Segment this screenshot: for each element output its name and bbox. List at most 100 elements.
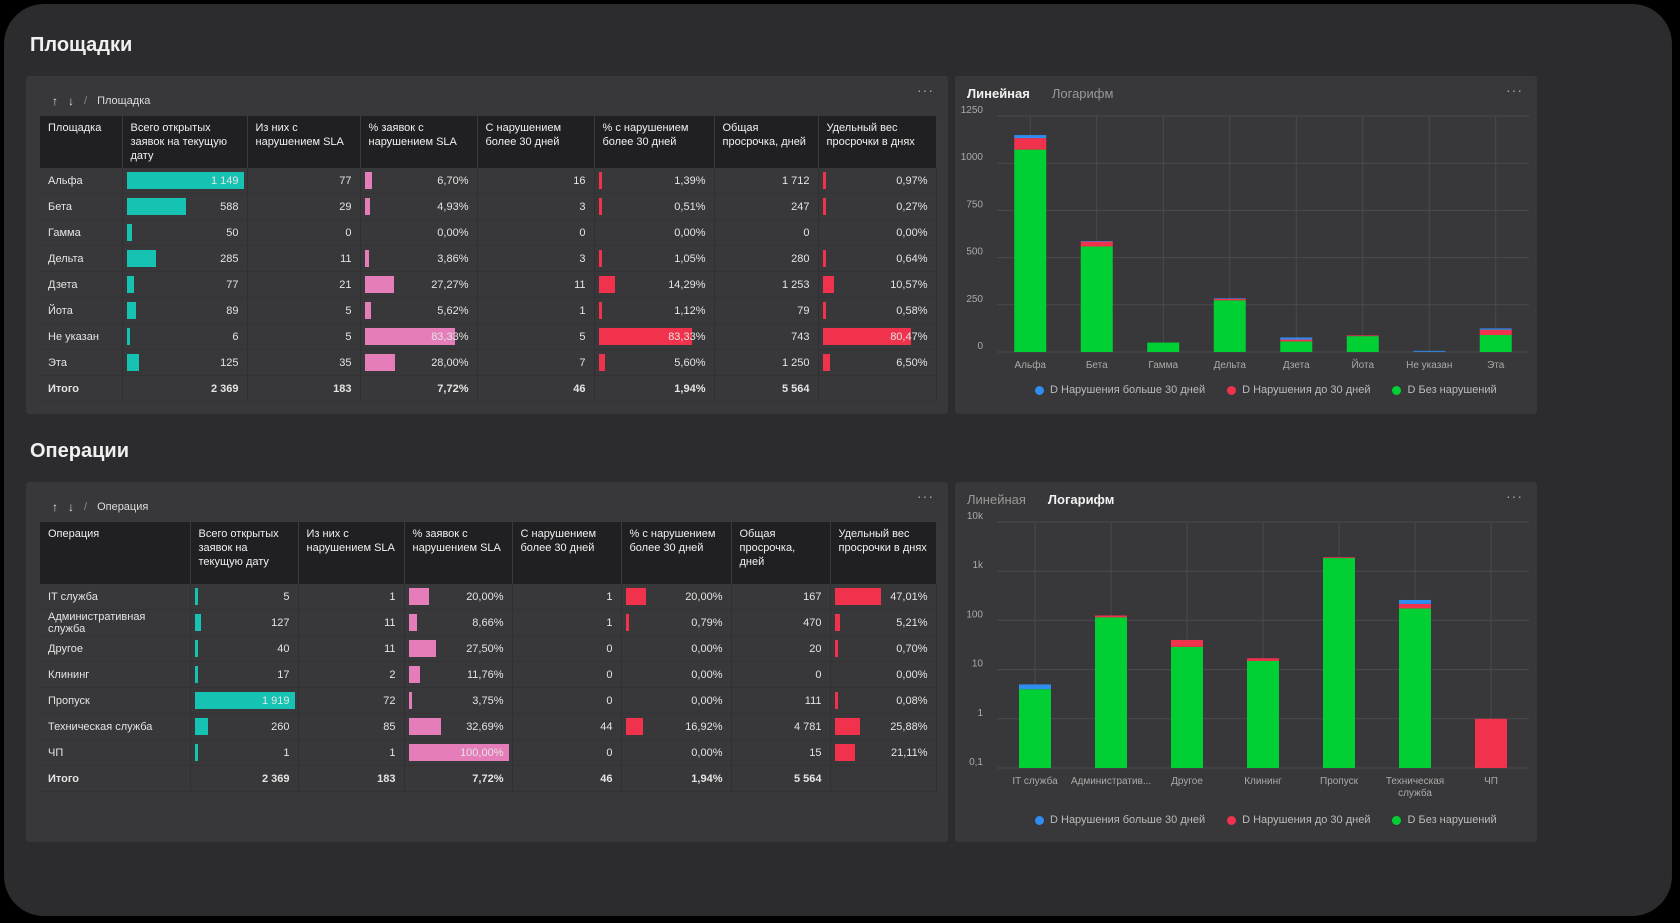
table-row[interactable]: Техническая служба 260 85 32,69% 44 16,92% 4 7…	[40, 713, 937, 740]
cell-value: ЧП	[48, 746, 64, 759]
legend-item[interactable]: D Нарушения до 30 дней	[1227, 814, 1370, 826]
bar-segment[interactable]	[1399, 603, 1431, 609]
cell-value: Техническая служба	[48, 720, 153, 733]
panel-menu-icon[interactable]: ···	[917, 488, 934, 504]
bar-segment[interactable]	[1095, 615, 1127, 618]
bar-segment[interactable]	[1014, 138, 1047, 150]
bar-segment[interactable]	[1323, 558, 1355, 768]
bar-segment[interactable]	[1080, 246, 1113, 352]
column-header[interactable]: % заявок с нарушением SLA	[360, 116, 478, 168]
table-row[interactable]: Бета 588 29 4,93% 3 0,51% 247 0,27%	[40, 193, 937, 220]
legend-item[interactable]: D Нарушения больше 30 дней	[1035, 384, 1205, 396]
cell-value: 77	[226, 278, 239, 291]
bar-segment[interactable]	[1213, 298, 1246, 301]
table-row[interactable]: Другое 40 11 27,50% 0 0,00% 20 0,70%	[40, 635, 937, 662]
bar-segment[interactable]	[1479, 328, 1512, 330]
table-cell: 5	[247, 323, 361, 350]
tab-linear[interactable]: Линейная	[967, 492, 1026, 507]
bar-segment[interactable]	[1280, 339, 1313, 342]
sort-up-icon[interactable]: ↑	[52, 94, 58, 108]
bar-segment[interactable]	[1213, 300, 1246, 352]
cell-value: 21	[339, 278, 352, 291]
bar-segment[interactable]	[1413, 350, 1446, 352]
cell-value: 0	[815, 668, 822, 681]
table-row[interactable]: Клининг 17 2 11,76% 0 0,00% 0 0,00%	[40, 661, 937, 688]
column-header[interactable]: Из них с нарушением SLA	[247, 116, 361, 168]
table-row[interactable]: Административная служба 127 11 8,66% 1 0,79% 4…	[40, 609, 937, 636]
column-header[interactable]: Общая просрочка, дней	[714, 116, 819, 168]
bar-segment[interactable]	[1280, 337, 1313, 340]
bar-segment[interactable]	[1019, 684, 1051, 690]
tab-log[interactable]: Логарифм	[1051, 86, 1114, 101]
legend-dot-icon	[1227, 385, 1237, 395]
legend-item[interactable]: D Нарушения больше 30 дней	[1035, 814, 1205, 826]
bar-segment[interactable]	[1213, 298, 1246, 299]
table-cell: 1	[190, 739, 299, 766]
bar-segment[interactable]	[1019, 689, 1051, 768]
bar-segment[interactable]	[1095, 617, 1127, 768]
bar-segment[interactable]	[1247, 660, 1279, 768]
table-cell: 0	[247, 219, 361, 246]
legend-item[interactable]: D Без нарушений	[1392, 384, 1497, 396]
bar-segment[interactable]	[1171, 639, 1203, 647]
table-row[interactable]: Пропуск 1 919 72 3,75% 0 0,00% 111 0,08%	[40, 687, 937, 714]
panel-menu-icon[interactable]: ···	[917, 82, 934, 98]
bar-segment[interactable]	[1346, 336, 1379, 352]
table-row[interactable]: Гамма 50 0 0,00% 0 0,00% 0 0,00%	[40, 219, 937, 246]
panel-menu-icon[interactable]: ···	[1506, 488, 1523, 504]
column-header[interactable]: % с нарушением более 30 дней	[621, 522, 732, 584]
bar-segment[interactable]	[1346, 335, 1379, 337]
legend-item[interactable]: D Без нарушений	[1392, 814, 1497, 826]
panel-menu-icon[interactable]: ···	[1506, 82, 1523, 98]
bar-segment[interactable]	[1080, 241, 1113, 247]
x-tick-label: Эта	[1487, 360, 1505, 371]
bar-segment[interactable]	[1080, 240, 1113, 242]
table-cell: 0	[512, 661, 622, 688]
table-row[interactable]: ЧП 1 1 100,00% 0 0,00% 15 21,11%	[40, 739, 937, 766]
table-row[interactable]: IT служба 5 1 20,00% 1 20,00% 167 47,01%	[40, 584, 937, 610]
column-header[interactable]: % заявок с нарушением SLA	[404, 522, 513, 584]
value-bar	[408, 588, 429, 605]
table-row[interactable]: Альфа 1 149 77 6,70% 16 1,39% 1 712 0,97%	[40, 168, 937, 194]
bar-segment[interactable]	[1171, 646, 1203, 768]
bar-segment[interactable]	[1323, 557, 1355, 559]
bar-segment[interactable]	[1479, 335, 1512, 352]
table-row[interactable]: Не указан 6 5 83,33% 5 83,33% 743 80,47%	[40, 323, 937, 350]
column-header[interactable]: С нарушением более 30 дней	[512, 522, 622, 584]
bar-segment[interactable]	[1280, 341, 1313, 352]
bar-segment[interactable]	[1014, 149, 1047, 352]
table-cell: 0,70%	[830, 635, 937, 662]
bar-segment[interactable]	[1475, 718, 1507, 768]
tab-linear[interactable]: Линейная	[967, 86, 1030, 101]
column-header[interactable]: Удельный вес просрочки в днях	[818, 116, 937, 168]
total-row: Итого 2 369 183 7,72% 46 1,94% 5 564	[40, 375, 937, 402]
bar-segment[interactable]	[1247, 658, 1279, 661]
table-cell: 0,00%	[621, 739, 732, 766]
tab-log[interactable]: Логарифм	[1047, 492, 1115, 507]
bar-segment[interactable]	[1147, 342, 1180, 352]
bar-segment[interactable]	[1014, 135, 1047, 139]
table-cell: 7	[477, 349, 595, 376]
column-header[interactable]: % с нарушением более 30 дней	[594, 116, 715, 168]
sort-up-icon[interactable]: ↑	[52, 500, 58, 514]
column-header[interactable]: Площадка	[40, 116, 123, 168]
table-cell: Йота	[40, 297, 123, 324]
column-header[interactable]: Всего открытых заявок на текущую дату	[122, 116, 248, 168]
column-header[interactable]: Общая просрочка, дней	[731, 522, 831, 584]
column-header[interactable]: С нарушением более 30 дней	[477, 116, 595, 168]
legend-item[interactable]: D Нарушения до 30 дней	[1227, 384, 1370, 396]
bar-segment[interactable]	[1399, 599, 1431, 604]
sort-down-icon[interactable]: ↓	[68, 500, 74, 514]
column-header[interactable]: Из них с нарушением SLA	[298, 522, 405, 584]
table-row[interactable]: Эта 125 35 28,00% 7 5,60% 1 250 6,50%	[40, 349, 937, 376]
column-header[interactable]: Всего открытых заявок на текущую дату	[190, 522, 299, 584]
table-row[interactable]: Дзета 77 21 27,27% 11 14,29% 1 253 10,57%	[40, 271, 937, 298]
column-header[interactable]: Операция	[40, 522, 191, 584]
sort-down-icon[interactable]: ↓	[68, 94, 74, 108]
column-header[interactable]: Удельный вес просрочки в днях	[830, 522, 937, 584]
bar-segment[interactable]	[1479, 329, 1512, 336]
table-cell: 50	[122, 219, 248, 246]
table-row[interactable]: Йота 89 5 5,62% 1 1,12% 79 0,58%	[40, 297, 937, 324]
bar-segment[interactable]	[1399, 608, 1431, 768]
table-row[interactable]: Дельта 285 11 3,86% 3 1,05% 280 0,64%	[40, 245, 937, 272]
